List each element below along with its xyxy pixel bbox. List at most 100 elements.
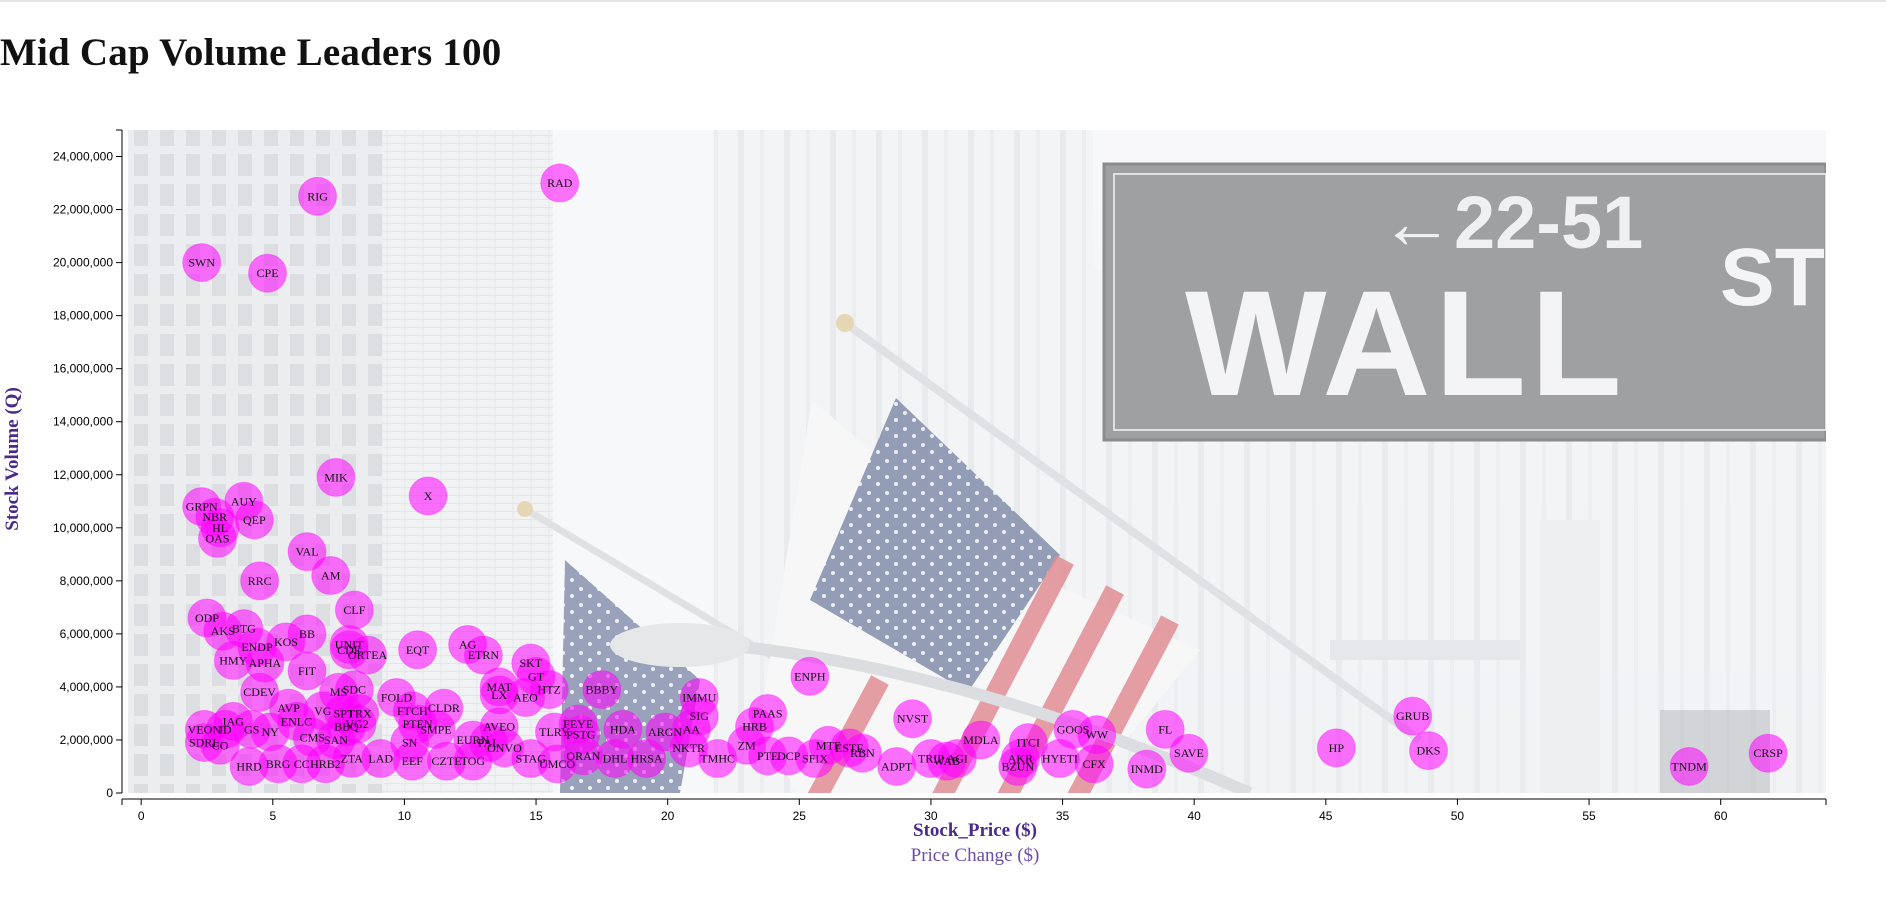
- y-tick-label: 8,000,000: [60, 574, 114, 588]
- bubble-label: HTZ: [538, 683, 561, 697]
- bubble-label: RAD: [547, 176, 573, 190]
- bubble-label: OAS: [205, 531, 229, 545]
- bubble-label: UMCO: [539, 757, 575, 771]
- x-tick-label: 35: [1056, 809, 1070, 823]
- bubble-label: ODP: [195, 611, 219, 625]
- bubble-point[interactable]: [506, 678, 546, 718]
- bubble-label: ZM: [738, 738, 756, 752]
- y-tick-label: 24,000,000: [53, 150, 113, 164]
- bubble-label: CFX: [1082, 757, 1106, 771]
- bubble-point[interactable]: [453, 741, 493, 781]
- bubble-point[interactable]: [287, 651, 327, 691]
- bubble-point[interactable]: [540, 163, 580, 203]
- bubble-point[interactable]: [1145, 709, 1185, 749]
- bubble-label: INMD: [1131, 762, 1163, 776]
- bubble-point[interactable]: [1169, 733, 1209, 773]
- bubble-label: NKTR: [672, 741, 705, 755]
- bubble-point[interactable]: [893, 699, 933, 739]
- bubble-point[interactable]: [311, 556, 351, 596]
- bubble-point[interactable]: [698, 739, 738, 779]
- bubble-point[interactable]: [408, 476, 448, 516]
- page-title: Mid Cap Volume Leaders 100: [0, 31, 502, 74]
- bubble-point[interactable]: [998, 746, 1038, 786]
- bubble-label: WW: [1085, 728, 1108, 742]
- bubble-point[interactable]: [1669, 746, 1709, 786]
- bubble-point[interactable]: [1074, 744, 1114, 784]
- y-tick-label: 12,000,000: [53, 468, 113, 482]
- bubble-label: VEON: [188, 722, 222, 736]
- y-tick: 12,000,000: [53, 468, 122, 482]
- bubble-point[interactable]: [877, 746, 917, 786]
- bubble-label: QEP: [243, 513, 266, 527]
- scatter-chart: ←22-51 WALL ST 0 2,000,000 4,000,000 6,000,…: [2, 129, 1827, 866]
- bubble-label: SIG: [690, 709, 710, 723]
- bubble-label: BBQ: [334, 720, 359, 734]
- bubble-point[interactable]: [790, 656, 830, 696]
- y-tick-label: 22,000,000: [53, 203, 113, 217]
- bubble-label: IAG: [223, 714, 245, 728]
- y-tick: 22,000,000: [53, 203, 122, 217]
- y-tick-label: 18,000,000: [53, 309, 113, 323]
- bubble-label: BBBY: [586, 683, 619, 697]
- bubble-point[interactable]: [627, 739, 667, 779]
- bubble-label: AM: [321, 569, 341, 583]
- y-tick-label: 14,000,000: [53, 415, 113, 429]
- x-tick: 50: [1451, 799, 1465, 823]
- y-tick: 16,000,000: [53, 362, 122, 376]
- bubble-point[interactable]: [182, 243, 222, 283]
- bubble-label: AG: [459, 637, 477, 651]
- bubble-label: GRUB: [1396, 709, 1429, 723]
- bubble-point[interactable]: [842, 733, 882, 773]
- bubble-point[interactable]: [1393, 696, 1433, 736]
- bubble-label: X: [424, 489, 433, 503]
- bubble-label: TRIP: [918, 752, 944, 766]
- y-tick: 8,000,000: [60, 574, 122, 588]
- x-tick: 55: [1582, 799, 1596, 823]
- y-axis-title: Stock Volume (Q): [2, 387, 23, 531]
- x-tick-label: 55: [1582, 809, 1596, 823]
- bubble-point[interactable]: [463, 635, 503, 675]
- bubble-point[interactable]: [248, 253, 288, 293]
- bubble-point[interactable]: [1748, 733, 1788, 773]
- bubble-point[interactable]: [348, 635, 388, 675]
- bubble-point[interactable]: [795, 739, 835, 779]
- bubble-point[interactable]: [582, 670, 622, 710]
- bubble-label: UNIT: [335, 637, 364, 651]
- bubble-label: AEO: [513, 691, 538, 705]
- bubble-label: CC: [294, 757, 310, 771]
- bubble-label: AVP: [277, 701, 300, 715]
- bubble-label: SDC: [343, 683, 366, 697]
- x-tick-label: 50: [1451, 809, 1465, 823]
- bubble-point[interactable]: [316, 457, 356, 497]
- bubble-label: ENDP: [241, 640, 273, 654]
- x-tick-label: 40: [1188, 809, 1202, 823]
- bubble-label: MS: [330, 685, 347, 699]
- y-tick-label: 2,000,000: [60, 733, 114, 747]
- bubble-point[interactable]: [298, 176, 338, 216]
- bubble-label: CZTE: [432, 754, 462, 768]
- bubble-label: FL: [1158, 722, 1172, 736]
- bubble-point[interactable]: [1316, 728, 1356, 768]
- bubble-label: SWN: [188, 256, 215, 270]
- bubble-label: HP: [1329, 741, 1345, 755]
- bubble-point[interactable]: [937, 739, 977, 779]
- bubble-label: CDEV: [243, 685, 276, 699]
- bubble-label: ONVO: [487, 741, 522, 755]
- bubble-label: CDE: [337, 643, 361, 657]
- bubble-point[interactable]: [1408, 731, 1448, 771]
- bubble-point[interactable]: [240, 561, 280, 601]
- x-tick-label: 0: [138, 809, 145, 823]
- x-tick: 45: [1319, 799, 1333, 823]
- bubble-point[interactable]: [200, 725, 240, 765]
- wall-st-sign: ←22-51 WALL ST: [1102, 162, 1826, 442]
- y-tick: 24,000,000: [53, 150, 122, 164]
- x-tick: 30: [924, 799, 938, 823]
- bubble-label: DHL: [603, 752, 628, 766]
- bubble-point[interactable]: [287, 532, 327, 572]
- bubble-label: PTEN: [403, 717, 433, 731]
- bubble-label: MDLA: [963, 733, 999, 747]
- bubble-point[interactable]: [1127, 749, 1167, 789]
- bubble-point[interactable]: [198, 518, 238, 558]
- bubble-point[interactable]: [398, 630, 438, 670]
- bubble-label: PSTG: [566, 728, 596, 742]
